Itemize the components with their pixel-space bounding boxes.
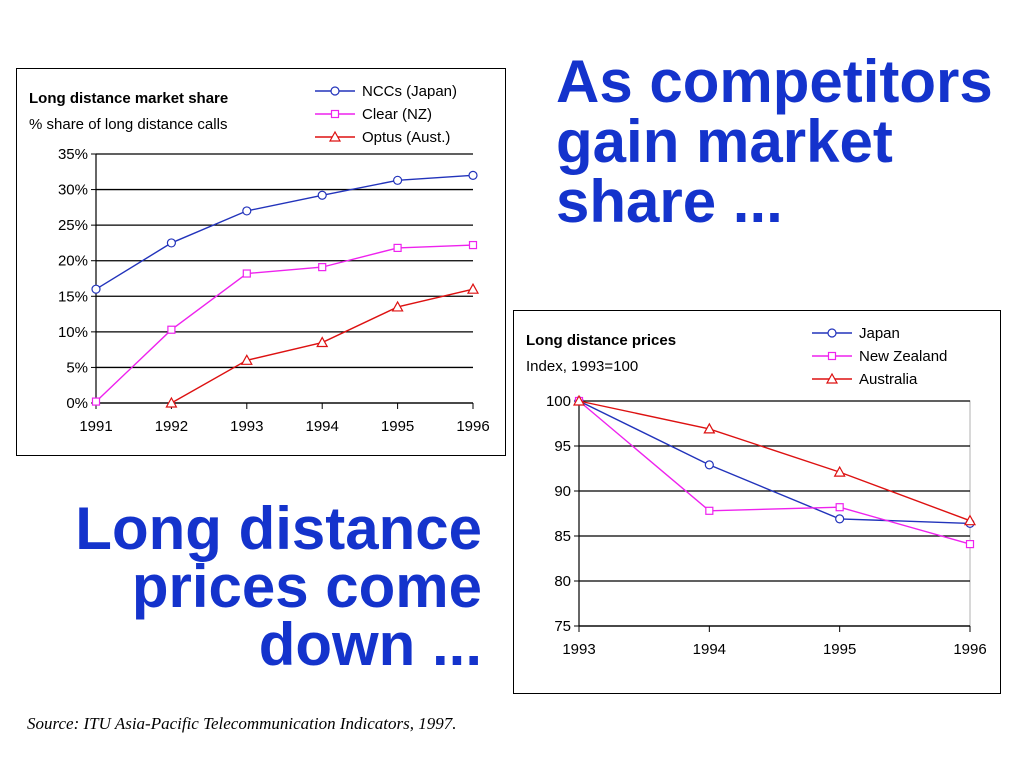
legend-label: NCCs (Japan) [362, 83, 457, 100]
series-line-australia [578, 400, 971, 522]
source-note: Source: ITU Asia-Pacific Telecommunicati… [27, 714, 457, 733]
y-tick-label: 35% [58, 146, 88, 163]
data-point [91, 284, 101, 294]
headline-bottom-line-1: Long distance [75, 495, 482, 562]
chart-subtitle: % share of long distance calls [29, 116, 227, 133]
data-point [316, 336, 329, 348]
series-line-new-zealand [578, 400, 971, 545]
chart-subtitle: Index, 1993=100 [526, 358, 638, 375]
data-point [165, 396, 178, 408]
headline-top-line-2: gain market [556, 108, 893, 175]
x-tick-label: 1993 [230, 418, 263, 435]
headline-top-line-3: share ... [556, 168, 783, 235]
prices-chart: 75 80 85 90 95 100 1993 1994 1995 1996 Long distan… [513, 310, 1001, 694]
data-point [835, 503, 844, 512]
data-point [833, 465, 846, 477]
x-tick-label: 1993 [562, 641, 595, 658]
prices-chart-svg: 75 80 85 90 95 100 1993 1994 1995 1996 Long distan… [526, 325, 987, 658]
chart-title: Long distance market share [29, 90, 228, 107]
headline-bottom-line-2: prices come [131, 553, 482, 620]
data-point [705, 506, 714, 515]
y-tick-label: 10% [58, 324, 88, 341]
y-tick-label: 5% [66, 359, 88, 376]
y-tick-label: 85 [554, 528, 571, 545]
x-tick-label: 1995 [381, 418, 414, 435]
legend-marker [827, 328, 837, 338]
data-point [572, 394, 586, 406]
x-tick-label: 1992 [155, 418, 188, 435]
x-tick-label: 1996 [953, 641, 986, 658]
y-tick-label: 95 [554, 438, 571, 455]
y-tick-label: 100 [546, 393, 571, 410]
legend-label: Clear (NZ) [362, 106, 432, 123]
data-point [240, 354, 253, 365]
x-tick-label: 1991 [79, 418, 112, 435]
y-tick-label: 15% [58, 288, 88, 305]
data-point [91, 397, 101, 406]
x-tick-label: 1996 [456, 418, 489, 435]
data-point [167, 325, 176, 334]
y-tick-label: 30% [58, 182, 88, 199]
x-tick-label: 1994 [693, 641, 726, 658]
x-tick-label: 1995 [823, 641, 856, 658]
headline-bottom-line-3: down ... [258, 611, 482, 678]
series-line-nccs-japan [95, 174, 474, 290]
data-point [703, 422, 716, 434]
y-tick-label: 25% [58, 217, 88, 234]
legend-label: Australia [859, 371, 918, 388]
legend-label: New Zealand [859, 348, 947, 365]
y-tick-label: 20% [58, 253, 88, 270]
legend-label: Optus (Aust.) [362, 129, 450, 146]
y-tick-label: 90 [554, 483, 571, 500]
y-tick-label: 0% [66, 395, 88, 412]
data-point [393, 243, 402, 253]
data-point [242, 206, 252, 216]
data-point [242, 269, 251, 278]
legend-marker [330, 109, 340, 119]
data-point [468, 240, 478, 250]
market-share-chart: 0% 5% 10% 15% 20% 25% 30% 35% 1991 1992 1993 1994 19… [16, 68, 506, 456]
legend-marker [827, 351, 837, 361]
legend-marker [328, 130, 342, 142]
data-point [965, 540, 975, 549]
series-line-clear-nz [95, 244, 474, 403]
data-point [393, 175, 403, 185]
x-tick-label: 1994 [306, 418, 339, 435]
headline-prices: Long distance prices come down ... [30, 495, 482, 678]
headline-competitors: As competitors gain market share ... [556, 52, 1016, 232]
plot-area [578, 400, 971, 627]
y-tick-label: 75 [554, 618, 571, 635]
data-point [835, 514, 845, 524]
data-point [318, 263, 327, 272]
data-point [317, 190, 327, 200]
data-point [704, 460, 714, 470]
data-point [468, 170, 478, 180]
legend-label: Japan [859, 325, 900, 342]
y-tick-label: 80 [554, 573, 571, 590]
market-share-chart-svg: 0% 5% 10% 15% 20% 25% 30% 35% 1991 1992 1993 1994 19… [29, 83, 490, 435]
legend-marker [825, 372, 839, 384]
data-point [963, 514, 977, 526]
series-line-japan [578, 400, 971, 525]
data-point [391, 300, 404, 312]
data-point [466, 282, 480, 294]
headline-top-line-1: As competitors [556, 48, 993, 115]
legend-marker [330, 86, 340, 96]
chart-title: Long distance prices [526, 332, 676, 349]
data-point [166, 238, 176, 248]
